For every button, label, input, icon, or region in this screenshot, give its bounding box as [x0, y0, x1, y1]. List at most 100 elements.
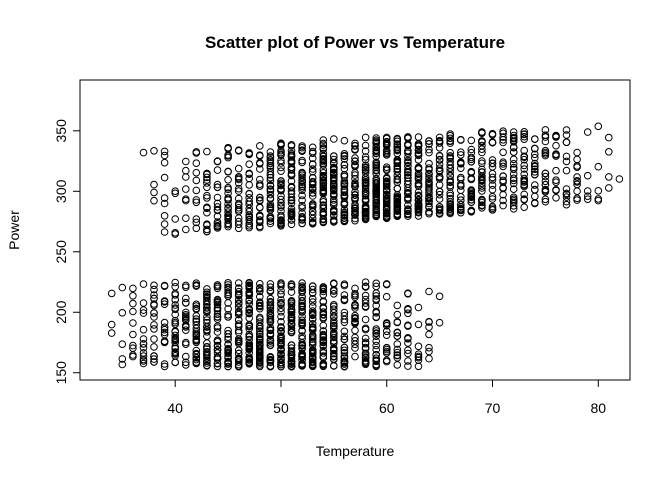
data-point	[224, 333, 232, 341]
data-point	[319, 161, 328, 169]
data-point	[330, 286, 338, 294]
data-point	[404, 362, 412, 370]
data-point	[393, 146, 402, 154]
data-point	[425, 174, 433, 183]
data-point	[414, 303, 423, 312]
data-point	[298, 158, 306, 167]
data-point	[435, 292, 444, 301]
data-point	[573, 178, 581, 186]
data-point	[308, 323, 317, 332]
data-point	[520, 155, 529, 164]
data-point	[552, 186, 560, 195]
data-point	[192, 198, 201, 207]
data-point	[478, 187, 486, 195]
data-point	[192, 346, 201, 355]
data-point	[182, 225, 190, 234]
data-point	[520, 161, 529, 170]
data-point	[382, 182, 391, 191]
data-point	[340, 136, 349, 145]
data-point	[499, 148, 507, 157]
data-point	[150, 325, 158, 333]
data-point	[404, 339, 412, 347]
data-point	[351, 214, 359, 223]
data-point	[446, 209, 455, 218]
data-point	[404, 321, 412, 330]
data-point	[256, 223, 264, 232]
data-point	[478, 182, 486, 190]
data-point	[382, 214, 391, 222]
data-point	[372, 149, 381, 157]
data-point	[382, 344, 391, 352]
data-point	[499, 138, 507, 147]
data-point	[361, 215, 370, 224]
data-point	[520, 203, 529, 211]
data-point	[488, 176, 497, 184]
data-point	[435, 164, 444, 172]
data-point	[266, 153, 275, 162]
data-point	[160, 147, 169, 156]
data-point	[382, 174, 391, 183]
data-point	[150, 180, 158, 189]
data-point	[414, 352, 423, 361]
data-point	[287, 347, 296, 355]
data-point	[160, 173, 169, 182]
data-point	[203, 296, 211, 305]
data-point	[552, 152, 560, 160]
data-point	[361, 176, 370, 184]
data-point	[245, 333, 253, 341]
data-point	[361, 165, 370, 174]
data-point	[457, 180, 465, 188]
data-point	[245, 330, 253, 339]
data-point	[319, 314, 328, 323]
data-point	[203, 194, 211, 202]
data-point	[319, 169, 328, 177]
data-point	[171, 283, 179, 291]
data-point	[583, 187, 592, 195]
data-point	[266, 185, 275, 193]
data-point	[203, 227, 211, 236]
data-point	[404, 156, 412, 165]
data-point	[203, 304, 211, 312]
data-point	[541, 172, 550, 181]
data-point	[552, 131, 560, 140]
data-point	[541, 177, 550, 186]
data-point	[425, 318, 433, 326]
data-point	[308, 347, 317, 356]
data-point	[393, 361, 402, 369]
data-point	[382, 163, 391, 171]
data-point	[340, 200, 349, 208]
data-point	[277, 220, 285, 229]
data-point	[361, 357, 370, 365]
data-point	[298, 316, 306, 325]
data-point	[277, 304, 285, 313]
data-point	[372, 362, 381, 371]
data-point	[266, 195, 275, 203]
data-point	[298, 327, 306, 335]
data-point	[150, 352, 158, 360]
data-point	[382, 327, 391, 336]
data-point	[531, 181, 539, 189]
data-point	[541, 169, 550, 178]
data-point	[213, 322, 222, 331]
data-point	[287, 362, 296, 371]
data-point	[245, 170, 253, 178]
data-point	[605, 173, 613, 181]
data-point	[245, 308, 253, 317]
data-point	[330, 206, 338, 214]
data-point	[372, 332, 381, 341]
data-point	[393, 137, 402, 146]
data-point	[488, 163, 497, 171]
data-point	[361, 339, 370, 348]
data-point	[150, 291, 158, 299]
data-point	[330, 355, 338, 363]
data-point	[393, 206, 402, 215]
data-point	[266, 176, 275, 185]
data-point	[351, 311, 359, 320]
data-point	[150, 343, 158, 351]
data-point	[256, 333, 264, 341]
data-point	[478, 137, 486, 145]
data-point	[552, 166, 560, 175]
data-point	[245, 190, 253, 198]
data-point	[488, 204, 497, 212]
data-point	[414, 191, 423, 200]
